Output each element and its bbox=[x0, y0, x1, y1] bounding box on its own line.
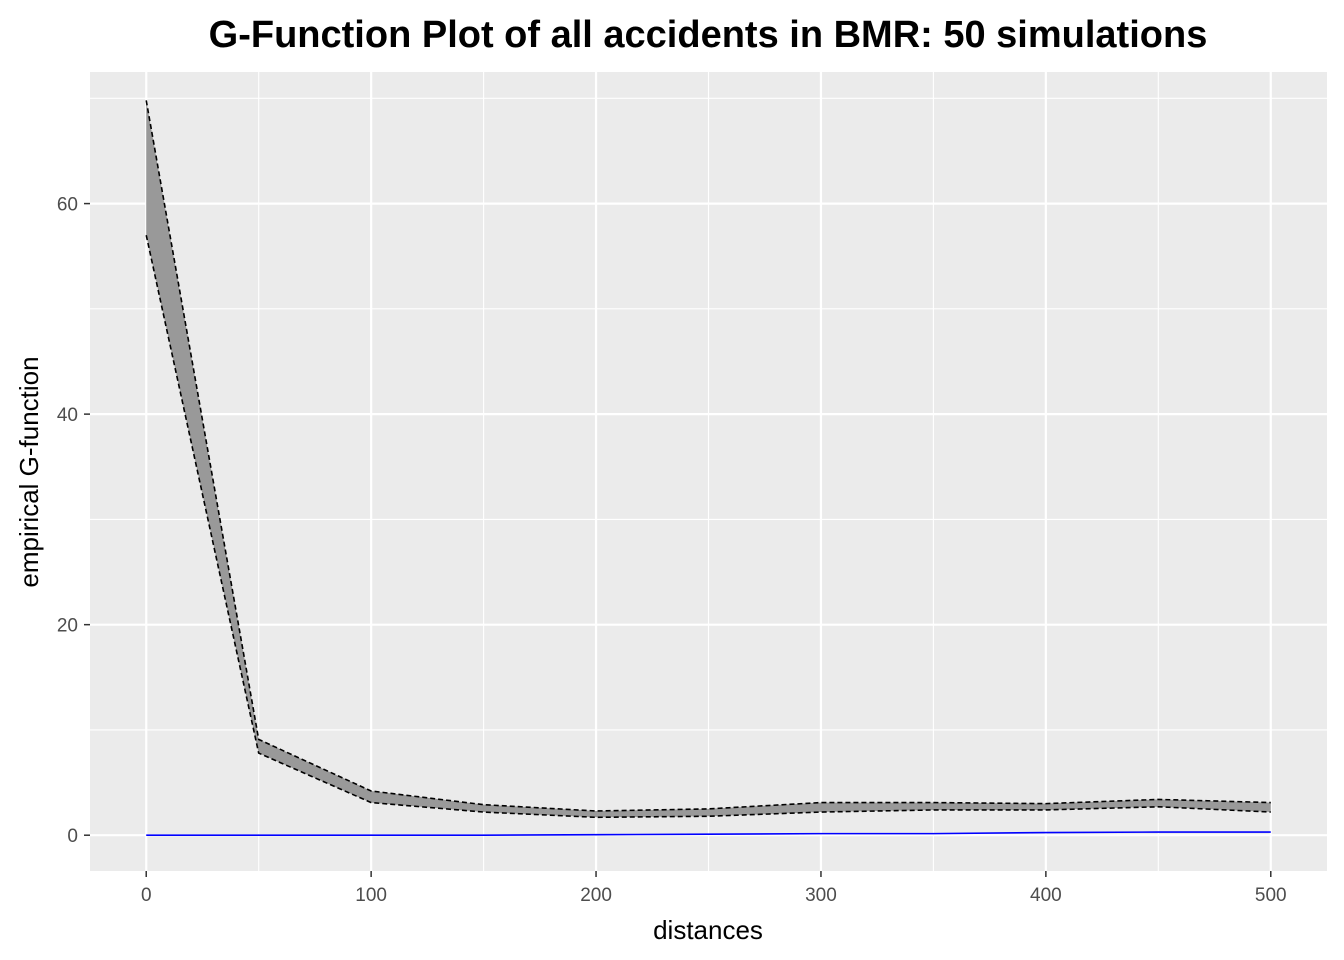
y-tick-label: 0 bbox=[67, 826, 78, 847]
minor-gridlines bbox=[90, 72, 1327, 871]
axes: 0 100 200 300 400 500 0 20 40 60 bbox=[57, 195, 1287, 906]
y-tick-label: 40 bbox=[57, 405, 78, 426]
observed-g-function-line bbox=[146, 831, 1271, 837]
chart-title: G-Function Plot of all accidents in BMR:… bbox=[209, 14, 1208, 56]
plot-marks bbox=[145, 100, 1271, 837]
y-tick-label: 20 bbox=[57, 616, 78, 637]
envelope-ribbon bbox=[146, 100, 1271, 818]
x-tick-label: 100 bbox=[355, 885, 387, 906]
envelope-lower-line bbox=[145, 234, 1271, 819]
y-tick-label: 60 bbox=[57, 195, 78, 216]
y-axis-title: empirical G-function bbox=[14, 356, 44, 587]
x-tick-label: 200 bbox=[580, 885, 612, 906]
envelope-upper-line bbox=[145, 100, 1271, 812]
x-tick-label: 500 bbox=[1255, 885, 1287, 906]
x-axis-title: distances bbox=[653, 915, 763, 945]
x-tick-label: 0 bbox=[141, 885, 152, 906]
x-tick-label: 300 bbox=[805, 885, 837, 906]
x-tick-label: 400 bbox=[1030, 885, 1062, 906]
